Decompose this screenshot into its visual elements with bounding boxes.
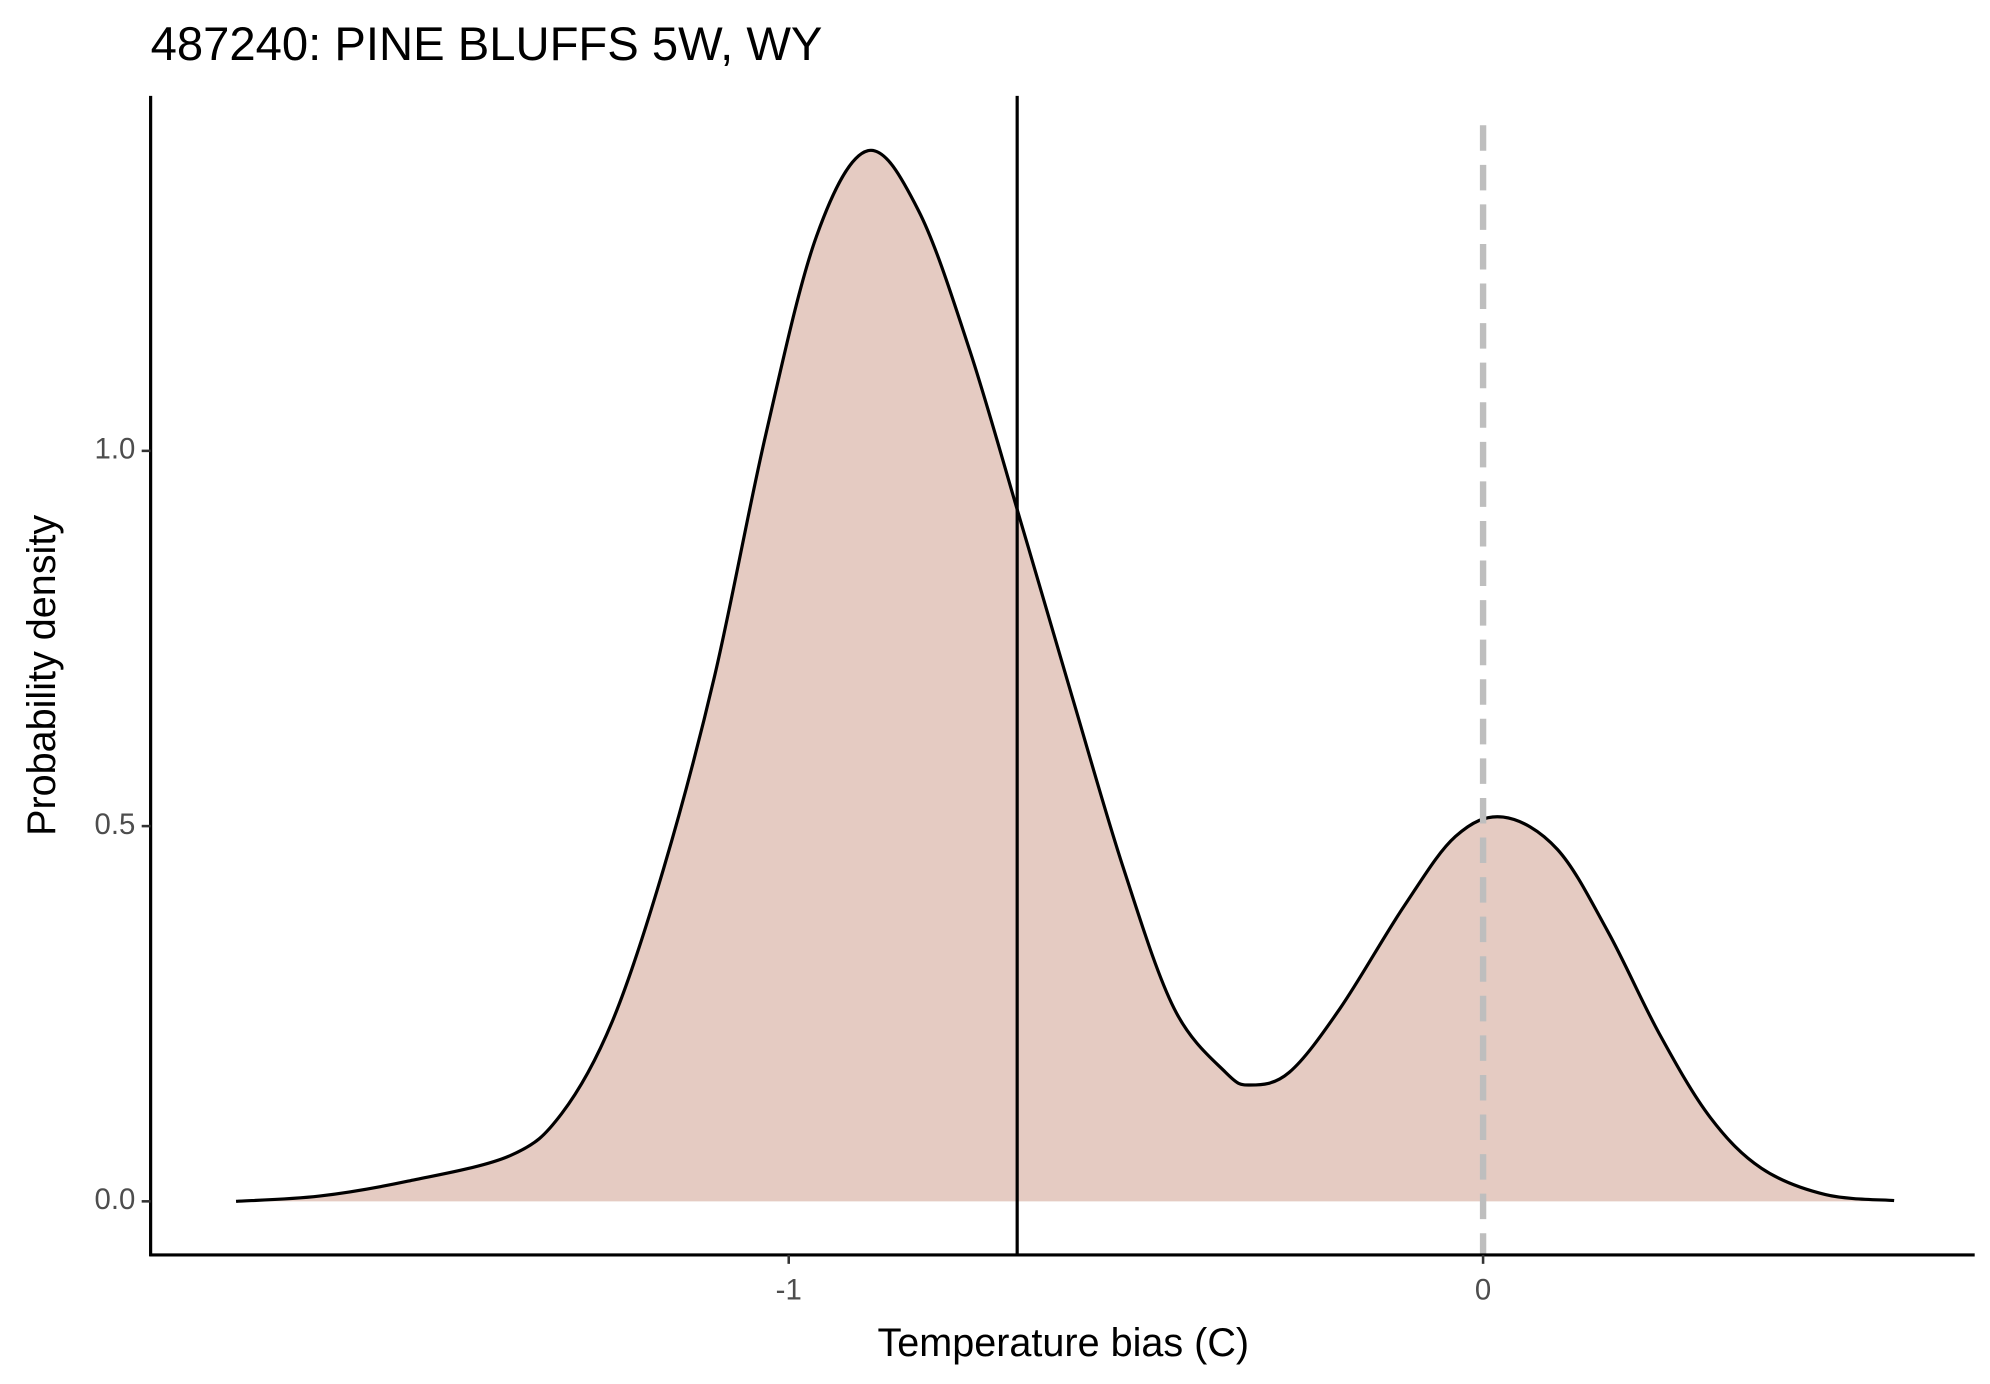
x-tick-label: 0 (1475, 1274, 1491, 1307)
y-tick-label: 0.5 (95, 808, 136, 841)
x-tick-label: -1 (776, 1274, 802, 1307)
y-axis-label: Probability density (20, 515, 64, 836)
y-tick-label: 1.0 (95, 433, 136, 466)
x-axis-label: Temperature bias (C) (878, 1321, 1250, 1365)
density-line (235, 148, 1895, 1203)
y-tick-label: 0.0 (95, 1183, 136, 1216)
chart-title: 487240: PINE BLUFFS 5W, WY (151, 18, 823, 71)
